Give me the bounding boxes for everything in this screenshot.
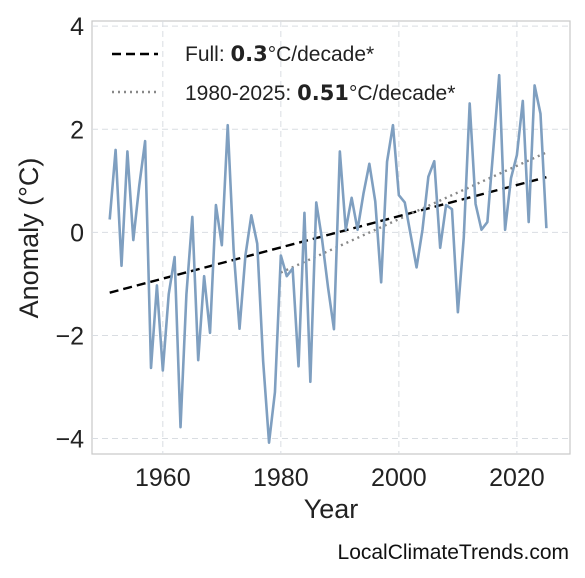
y-tick-label: 4 xyxy=(70,13,84,41)
x-tick-label: 2000 xyxy=(371,464,427,492)
y-tick-label: 2 xyxy=(70,116,84,144)
y-tick-label: 0 xyxy=(70,219,84,247)
x-tick-label: 2020 xyxy=(489,464,545,492)
x-tick-label: 1980 xyxy=(253,464,309,492)
legend-recent-prefix: 1980-2025: xyxy=(185,82,297,105)
legend-entry-recent: 1980-2025: 0.51°C/decade* xyxy=(185,81,455,105)
legend-recent-value: 0.51 xyxy=(297,81,349,105)
legend-full-prefix: Full: xyxy=(185,43,231,66)
y-axis-title: Anomaly (°C) xyxy=(14,158,44,319)
y-tick-label: −4 xyxy=(55,426,84,454)
grid-lines xyxy=(92,21,570,454)
legend-full-value: 0.3 xyxy=(231,42,268,66)
trend-line-full xyxy=(109,176,547,294)
y-tick-label: −2 xyxy=(55,322,84,350)
legend-full-suffix: °C/decade* xyxy=(268,43,374,66)
series-line-anomaly xyxy=(108,73,548,444)
trend-lines xyxy=(109,151,547,294)
watermark: LocalClimateTrends.com xyxy=(338,541,569,564)
legend-entry-full: Full: 0.3°C/decade* xyxy=(185,42,374,66)
series-lines xyxy=(108,73,548,444)
x-tick-label: 1960 xyxy=(135,464,191,492)
legend: Full: 0.3°C/decade* 1980-2025: 0.51°C/de… xyxy=(112,42,455,105)
plot-frame xyxy=(91,20,571,455)
legend-recent-suffix: °C/decade* xyxy=(349,82,455,105)
trend-line-recent xyxy=(280,151,547,274)
tick-labels: 1960 1980 2000 2020 4 2 0 −2 −4 xyxy=(55,13,544,492)
x-axis-title: Year xyxy=(304,494,359,524)
